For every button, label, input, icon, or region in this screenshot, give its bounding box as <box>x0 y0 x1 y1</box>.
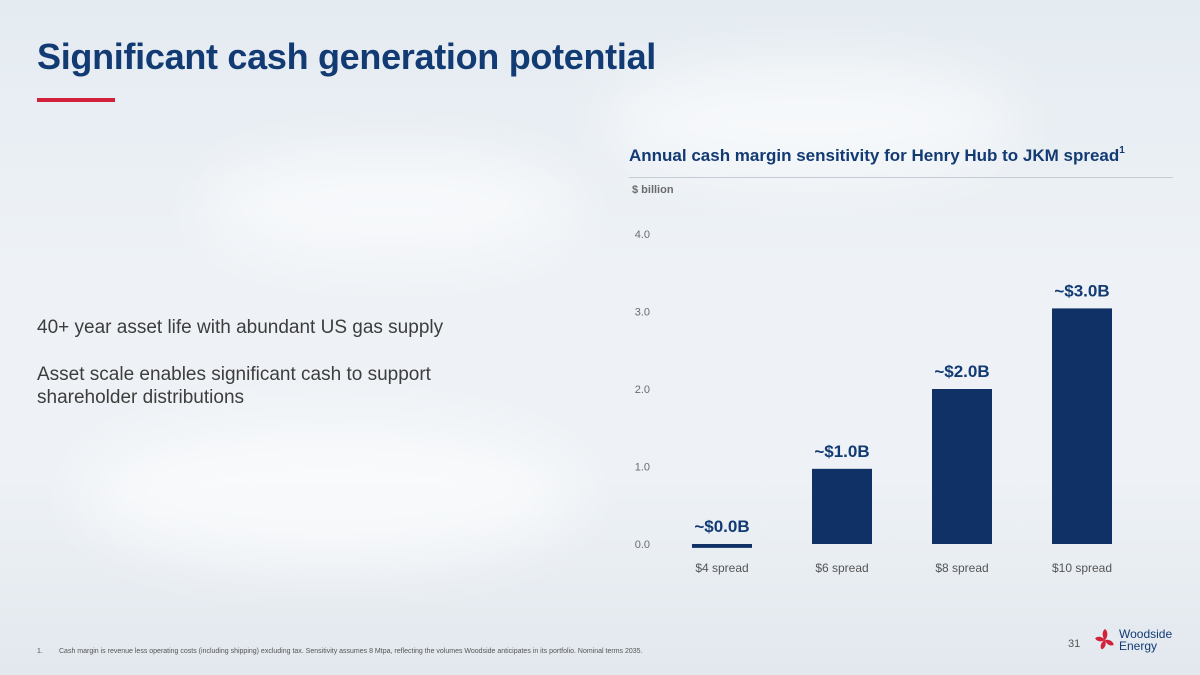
chart-title-text: Annual cash margin sensitivity for Henry… <box>629 146 1120 165</box>
logo-wordmark: Woodside Energy <box>1119 628 1172 652</box>
bullet-asset-scale: Asset scale enables significant cash to … <box>37 364 431 408</box>
bar <box>1052 308 1112 544</box>
y-tick-label: 1.0 <box>635 462 650 474</box>
bullet-list: 40+ year asset life with abundant US gas… <box>37 316 477 433</box>
chart-title: Annual cash margin sensitivity for Henry… <box>629 145 1125 166</box>
footnote-text: Cash margin is revenue less operating co… <box>59 648 643 655</box>
page-number: 31 <box>1068 638 1081 650</box>
y-tick-label: 2.0 <box>635 384 650 396</box>
y-axis-unit-label: $ billion <box>632 184 674 196</box>
x-tick-label: $10 spread <box>1052 561 1112 575</box>
data-label: ~$0.0B <box>694 517 749 536</box>
data-label: ~$1.0B <box>814 442 869 461</box>
bar <box>692 544 752 548</box>
woodside-flower-icon <box>1095 629 1114 650</box>
x-tick-label: $8 spread <box>935 561 988 575</box>
x-tick-label: $4 spread <box>695 561 748 575</box>
woodside-logo: Woodside Energy <box>1093 628 1172 652</box>
bar-chart: 0.0 1.0 2.0 3.0 4.0 ~$0.0B $4 spread ~$1.0B $6 s… <box>635 229 1112 575</box>
x-tick-label: $6 spread <box>815 561 868 575</box>
bullet-asset-life: 40+ year asset life with abundant US gas… <box>37 317 444 338</box>
bar <box>932 389 992 544</box>
chart-title-divider <box>629 177 1173 178</box>
logo-line-2: Energy <box>1119 639 1158 653</box>
footnote: 1. Cash margin is revenue less operating … <box>37 648 643 655</box>
y-tick-label: 0.0 <box>635 539 650 551</box>
page-title: Significant cash generation potential <box>37 36 656 77</box>
y-tick-label: 3.0 <box>635 307 650 319</box>
chart-title-footnote-mark: 1 <box>1119 145 1125 156</box>
y-tick-label: 4.0 <box>635 229 650 241</box>
footnote-number: 1. <box>37 648 43 655</box>
bar <box>812 468 872 544</box>
logo-line-1: Woodside <box>1119 627 1173 641</box>
data-label: ~$2.0B <box>934 362 989 381</box>
title-underline <box>37 98 115 102</box>
data-label: ~$3.0B <box>1054 281 1109 300</box>
